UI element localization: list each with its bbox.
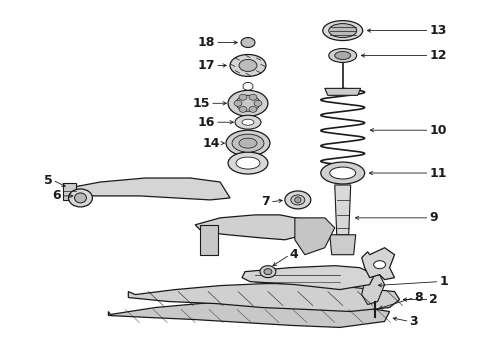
Ellipse shape — [226, 130, 270, 156]
Polygon shape — [295, 218, 335, 255]
Ellipse shape — [321, 162, 365, 184]
Text: 8: 8 — [415, 291, 423, 304]
Ellipse shape — [295, 197, 301, 203]
Ellipse shape — [236, 157, 260, 169]
Polygon shape — [200, 225, 218, 255]
Polygon shape — [69, 178, 230, 200]
Text: 12: 12 — [429, 49, 447, 62]
Text: 3: 3 — [410, 315, 418, 328]
Polygon shape — [362, 248, 394, 280]
Ellipse shape — [228, 90, 268, 116]
Text: 14: 14 — [202, 137, 220, 150]
Ellipse shape — [374, 261, 386, 269]
Text: 1: 1 — [440, 275, 448, 288]
Polygon shape — [242, 266, 375, 289]
Ellipse shape — [235, 115, 261, 129]
Text: 10: 10 — [429, 124, 447, 137]
Ellipse shape — [260, 266, 276, 278]
Ellipse shape — [234, 100, 242, 106]
Ellipse shape — [285, 191, 311, 209]
Ellipse shape — [243, 82, 253, 90]
Polygon shape — [325, 88, 361, 95]
Ellipse shape — [335, 51, 351, 59]
Ellipse shape — [236, 95, 260, 111]
Polygon shape — [362, 275, 385, 305]
Ellipse shape — [329, 49, 357, 62]
Text: 17: 17 — [197, 59, 215, 72]
Ellipse shape — [239, 94, 247, 100]
Ellipse shape — [239, 59, 257, 71]
Polygon shape — [108, 302, 390, 328]
Polygon shape — [330, 235, 356, 255]
Ellipse shape — [74, 193, 86, 203]
Ellipse shape — [330, 167, 356, 179]
Ellipse shape — [241, 37, 255, 48]
Ellipse shape — [232, 134, 264, 152]
Text: 2: 2 — [429, 293, 438, 306]
Ellipse shape — [329, 24, 357, 37]
Ellipse shape — [239, 106, 247, 112]
Text: 7: 7 — [261, 195, 270, 208]
Polygon shape — [63, 183, 76, 200]
Ellipse shape — [230, 54, 266, 76]
Polygon shape — [195, 215, 315, 240]
Text: 15: 15 — [193, 97, 210, 110]
Ellipse shape — [249, 94, 257, 100]
Ellipse shape — [264, 269, 272, 275]
Text: 11: 11 — [429, 167, 447, 180]
Ellipse shape — [291, 195, 305, 205]
Ellipse shape — [249, 106, 257, 112]
Text: 16: 16 — [197, 116, 215, 129]
Text: 9: 9 — [429, 211, 438, 224]
Ellipse shape — [242, 119, 254, 125]
Ellipse shape — [323, 21, 363, 41]
Ellipse shape — [239, 138, 257, 148]
Text: 5: 5 — [44, 174, 52, 186]
Ellipse shape — [69, 189, 93, 207]
Text: 4: 4 — [290, 248, 298, 261]
Polygon shape — [335, 185, 351, 235]
Text: 18: 18 — [197, 36, 215, 49]
Text: 6: 6 — [52, 189, 61, 202]
Text: 13: 13 — [429, 24, 447, 37]
Ellipse shape — [254, 100, 262, 106]
Polygon shape — [128, 284, 399, 311]
Ellipse shape — [228, 152, 268, 174]
